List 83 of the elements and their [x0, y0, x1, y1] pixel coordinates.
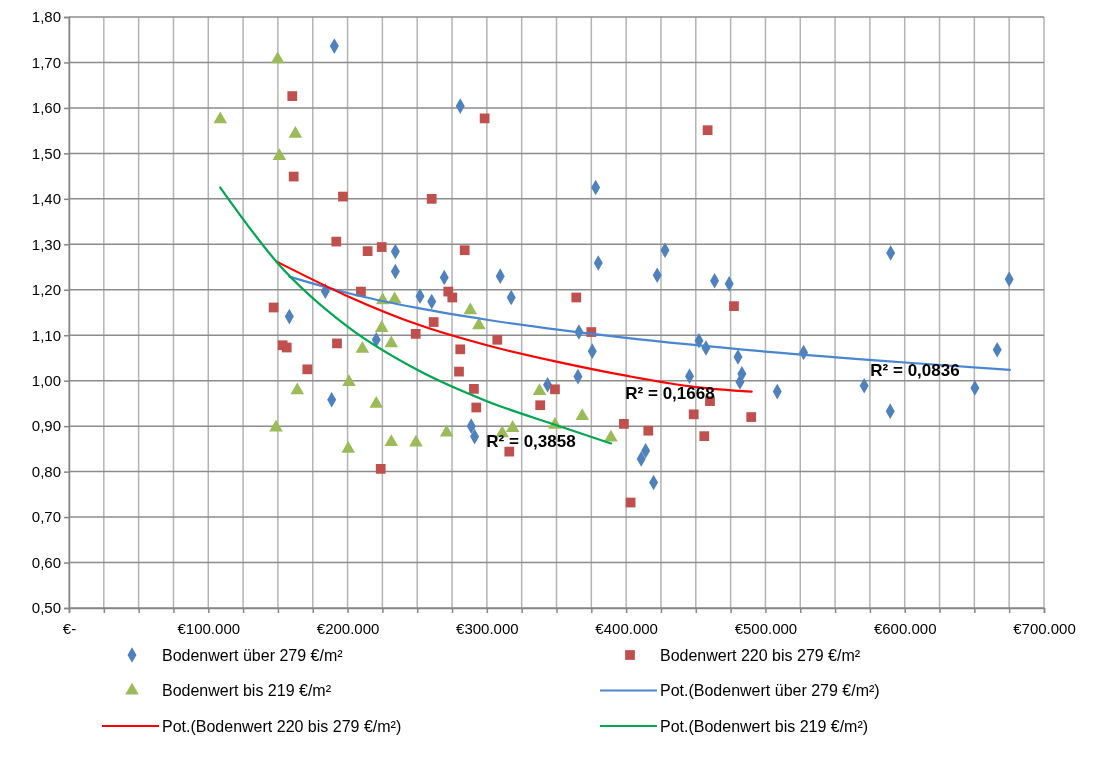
point	[355, 341, 370, 353]
point	[270, 51, 285, 64]
point	[454, 366, 464, 377]
point	[376, 242, 387, 252]
point	[439, 424, 454, 437]
x-tick-label: €-	[62, 620, 77, 637]
point	[463, 302, 478, 315]
y-tick-label: 0,50	[31, 599, 61, 617]
point	[213, 111, 228, 124]
point	[471, 402, 482, 413]
point	[699, 431, 710, 442]
point	[604, 429, 618, 442]
x-tick-label: €300.000	[456, 620, 519, 637]
y-tick-label: 1,60	[31, 99, 61, 117]
point	[492, 334, 503, 345]
point	[535, 400, 546, 411]
point	[479, 113, 490, 124]
point	[472, 317, 486, 330]
legend-label: Bodenwert über 279 €/m²	[162, 646, 344, 664]
point	[281, 342, 292, 353]
point	[384, 335, 399, 348]
x-tick-label: €500.000	[734, 620, 798, 637]
point	[702, 125, 713, 136]
point	[384, 434, 399, 446]
point	[532, 383, 547, 396]
point	[459, 245, 470, 256]
point	[443, 286, 454, 297]
point	[428, 317, 439, 327]
point	[575, 408, 590, 421]
y-tick-label: 1,10	[31, 326, 61, 344]
annotation: R² = 0,0836	[870, 360, 960, 380]
point	[409, 434, 423, 447]
x-tick-label: €600.000	[873, 620, 937, 637]
x-tick-label: €200.000	[316, 620, 380, 637]
point	[504, 446, 515, 457]
point	[331, 236, 342, 247]
point	[369, 396, 384, 408]
legend-label: Bodenwert bis 219 €/m²	[162, 682, 332, 700]
y-tick-label: 1,00	[31, 371, 61, 389]
x-tick-label: €700.000	[1013, 620, 1076, 637]
point	[619, 419, 629, 429]
point	[272, 148, 287, 161]
y-tick-label: 0,80	[31, 462, 61, 480]
point	[302, 364, 313, 375]
point	[338, 191, 348, 202]
point	[426, 193, 437, 204]
y-tick-label: 1,40	[31, 190, 61, 208]
point	[469, 384, 479, 394]
y-tick-label: 0,70	[31, 508, 61, 526]
y-tick-label: 0,60	[31, 553, 61, 571]
point	[332, 338, 342, 349]
y-tick-label: 1,30	[31, 235, 61, 253]
annotation: R² = 0,1668	[625, 383, 715, 403]
y-tick-label: 1,80	[31, 8, 61, 26]
point	[505, 420, 520, 432]
y-tick-label: 0,90	[31, 417, 61, 435]
x-tick-label: €100.000	[177, 620, 241, 637]
point	[362, 246, 373, 256]
legend-label: Bodenwert 220 bis 279 €/m²	[660, 646, 861, 664]
point	[550, 384, 560, 395]
y-tick-label: 1,50	[31, 144, 61, 162]
y-tick-label: 1,70	[31, 53, 61, 71]
point	[729, 301, 739, 312]
legend-label: Pot.(Bodenwert bis 219 €/m²)	[660, 717, 869, 735]
legend-label: Pot.(Bodenwert 220 bis 279 €/m²)	[162, 717, 402, 735]
x-tick-label: €400.000	[595, 620, 658, 637]
point	[269, 419, 283, 432]
point	[374, 320, 389, 332]
point	[375, 464, 386, 474]
point	[341, 441, 356, 453]
point	[688, 409, 699, 420]
y-tick-label: 1,20	[31, 281, 61, 299]
point	[410, 328, 421, 339]
point	[746, 412, 757, 422]
point	[455, 344, 466, 355]
legend-label: Pot.(Bodenwert über 279 €/m²)	[660, 682, 880, 700]
point	[287, 91, 298, 101]
annotation: R² = 0,3858	[486, 431, 576, 451]
point	[288, 171, 299, 182]
point	[342, 374, 356, 386]
point	[290, 382, 305, 395]
point	[571, 292, 582, 303]
point	[643, 425, 654, 436]
